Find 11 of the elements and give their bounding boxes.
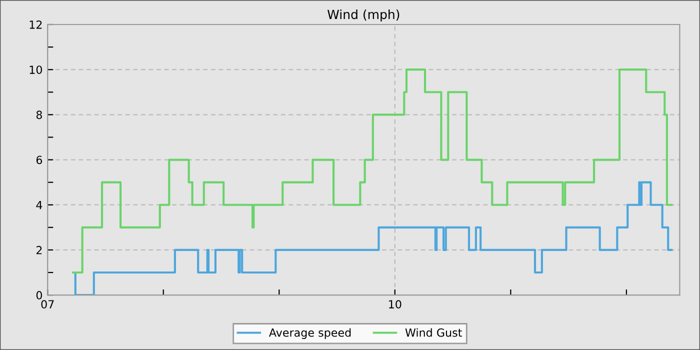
y-tick-label: 10 xyxy=(30,66,42,74)
legend-label: Average speed xyxy=(268,328,351,339)
chart-title: Wind (mph) xyxy=(327,9,400,22)
y-tick-label: 6 xyxy=(36,156,42,164)
y-tick-label: 12 xyxy=(30,20,42,29)
y-tick-label: 0 xyxy=(36,291,42,300)
x-tick-label: 07 xyxy=(41,300,54,309)
y-tick-label: 8 xyxy=(36,110,42,120)
legend-label: Wind Gust xyxy=(405,328,462,337)
y-tick-label: 2 xyxy=(36,246,42,254)
y-tick-label: 4 xyxy=(36,200,42,210)
